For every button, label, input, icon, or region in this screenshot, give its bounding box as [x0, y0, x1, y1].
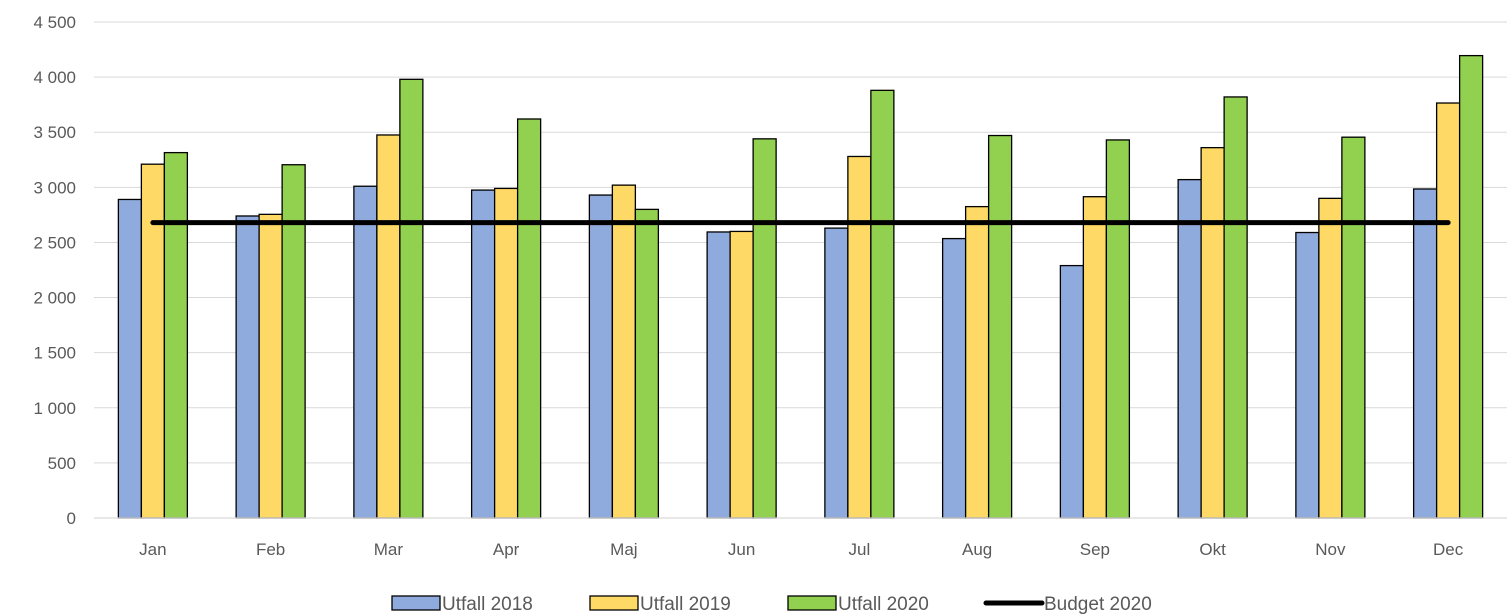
bar	[611, 184, 637, 519]
legend-swatch	[391, 595, 441, 611]
bar	[847, 155, 872, 519]
bar	[258, 213, 283, 519]
y-tick-label: 4 000	[33, 68, 76, 87]
legend-label: Utfall 2018	[442, 594, 533, 614]
x-tick-label: Okt	[1199, 540, 1226, 559]
bar	[964, 205, 990, 519]
legend: Utfall 2018 Utfall 2019 Utfall 2020 Budget …	[391, 594, 1152, 614]
x-tick-label: Apr	[493, 540, 520, 559]
bar	[1105, 139, 1131, 519]
bar	[281, 164, 306, 519]
bar	[117, 198, 143, 519]
y-axis-tick-labels: 0 500 1 000 1 500 2 000 2 500 3 000 3 500 4 000 4…	[33, 13, 76, 528]
bar	[1435, 102, 1461, 519]
bar	[824, 227, 849, 519]
y-tick-label: 1 500	[33, 344, 76, 363]
bar	[470, 189, 496, 519]
bar	[634, 208, 660, 519]
bar	[1200, 147, 1225, 519]
y-tick-label: 3 500	[33, 123, 76, 142]
x-tick-label: Jul	[849, 540, 871, 559]
bar	[706, 231, 731, 519]
gridlines	[94, 21, 1507, 464]
legend-label: Utfall 2020	[838, 594, 929, 614]
bar	[752, 138, 777, 519]
bar	[399, 78, 424, 519]
bar	[235, 215, 260, 519]
y-tick-label: 1 000	[33, 399, 76, 418]
x-tick-label: Jan	[139, 540, 166, 559]
bar	[516, 118, 542, 519]
bar	[987, 134, 1013, 519]
bar	[1341, 136, 1366, 519]
y-tick-label: 2 000	[33, 289, 76, 308]
bar	[140, 163, 166, 519]
y-tick-label: 2 500	[33, 233, 76, 252]
x-tick-label: Maj	[610, 540, 637, 559]
bar	[1412, 188, 1438, 519]
x-tick-label: Mar	[374, 540, 404, 559]
legend-label: Budget 2020	[1044, 594, 1152, 614]
y-tick-label: 500	[48, 454, 76, 473]
legend-swatch	[589, 595, 639, 611]
x-tick-label: Nov	[1315, 540, 1346, 559]
x-tick-label: Sep	[1080, 540, 1110, 559]
bar	[163, 151, 189, 519]
legend-swatch	[787, 595, 837, 611]
bars	[117, 54, 1484, 519]
bar	[1223, 96, 1248, 519]
bar	[353, 185, 378, 519]
x-tick-label: Feb	[256, 540, 285, 559]
bar	[729, 230, 754, 519]
legend-label: Utfall 2019	[640, 594, 731, 614]
x-axis-tick-labels: Jan Feb Mar Apr Maj Jun Jul Aug Sep Okt Nov Dec	[139, 540, 1464, 559]
bar	[1059, 264, 1085, 519]
y-tick-label: 4 500	[33, 13, 76, 32]
bar	[1295, 231, 1320, 519]
bar	[870, 89, 895, 519]
bar	[376, 134, 401, 519]
bar	[493, 187, 519, 519]
bar	[588, 194, 614, 519]
x-tick-label: Dec	[1433, 540, 1464, 559]
bar	[1318, 197, 1343, 519]
bar	[1458, 54, 1484, 519]
y-tick-label: 3 000	[33, 178, 76, 197]
bar	[1082, 196, 1108, 519]
y-tick-label: 0	[67, 509, 76, 528]
bar	[1177, 178, 1202, 519]
x-tick-label: Jun	[728, 540, 755, 559]
bar	[941, 237, 967, 519]
x-tick-label: Aug	[962, 540, 992, 559]
